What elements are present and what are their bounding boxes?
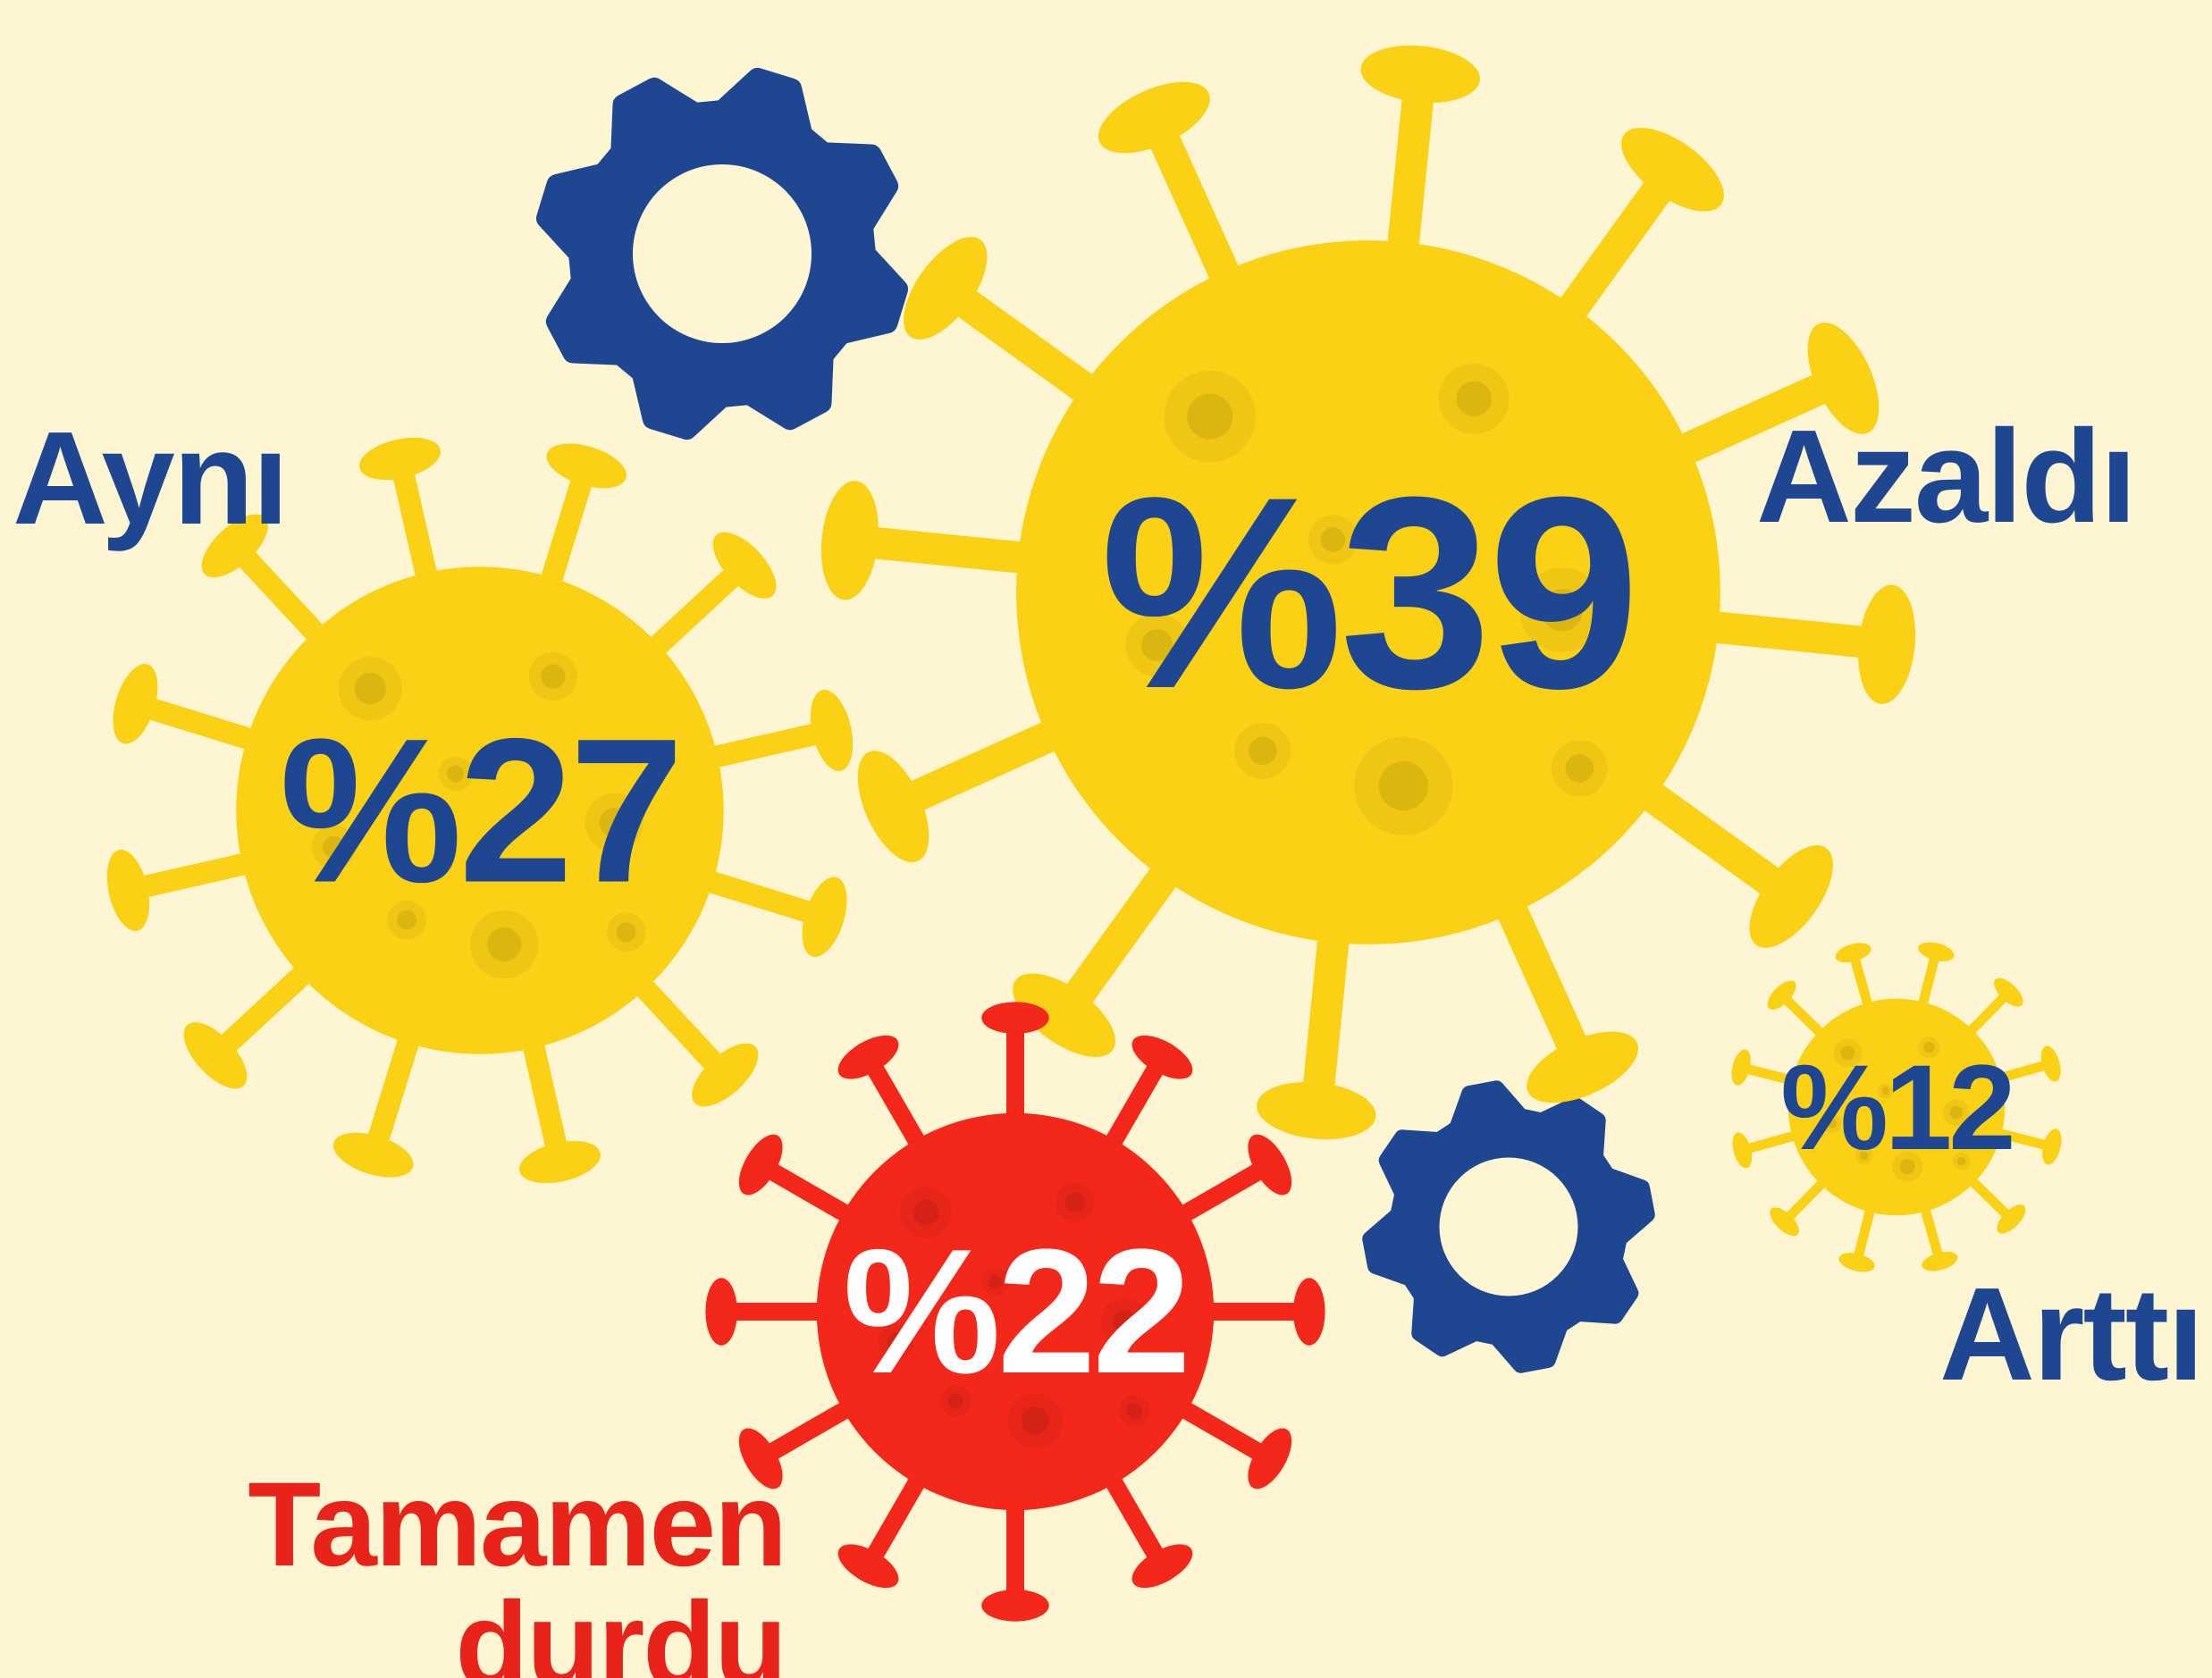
virus-knob bbox=[981, 1590, 1049, 1622]
virus-knob bbox=[831, 1536, 905, 1598]
category-label: Azaldı bbox=[1756, 411, 2135, 543]
virus-spot bbox=[1022, 1407, 1049, 1435]
virus-knob bbox=[730, 1128, 792, 1202]
virus-knob bbox=[705, 1278, 737, 1346]
virus-knob bbox=[1254, 1077, 1379, 1145]
virus: %12 bbox=[1728, 939, 2065, 1276]
virus-spot bbox=[1065, 1193, 1085, 1212]
virus: %39 bbox=[816, 40, 1921, 1145]
category-label: Tamamen durdu bbox=[160, 1465, 786, 1678]
virus-spot bbox=[1187, 393, 1232, 439]
category-label: Aynı bbox=[13, 413, 287, 545]
virus-knob bbox=[1240, 1422, 1301, 1496]
gear-hole bbox=[633, 164, 812, 343]
gear-hole bbox=[1440, 1158, 1578, 1296]
value-label: %22 bbox=[843, 1212, 1187, 1411]
virus-knob bbox=[1853, 582, 1921, 707]
virus-spot bbox=[541, 664, 565, 688]
infographic: %39 %27 %22 %12 Azaldı Aynı Tamamen durdu Artt… bbox=[0, 0, 2212, 1678]
virus-knob bbox=[1358, 40, 1483, 108]
virus-knob bbox=[1240, 1128, 1301, 1202]
value-label: %12 bbox=[1780, 1039, 2012, 1175]
virus-knob bbox=[1293, 1278, 1325, 1346]
virus-knob bbox=[803, 685, 860, 775]
virus-knob bbox=[816, 478, 884, 603]
virus-knob bbox=[831, 1027, 905, 1088]
value-label: %39 bbox=[1100, 440, 1636, 745]
virus-spot bbox=[617, 922, 636, 942]
virus-knob bbox=[981, 1002, 1049, 1034]
virus-knob bbox=[1125, 1536, 1199, 1598]
gear bbox=[547, 79, 897, 429]
virus-knob bbox=[100, 845, 156, 935]
virus-spot bbox=[1379, 761, 1428, 810]
virus: %22 bbox=[705, 1002, 1325, 1621]
virus-spot bbox=[1456, 382, 1491, 416]
virus-knob bbox=[355, 431, 444, 487]
virus-knob bbox=[1125, 1027, 1199, 1088]
virus-knob bbox=[515, 1134, 604, 1190]
value-label: %27 bbox=[280, 696, 681, 926]
virus-spot bbox=[1566, 754, 1594, 783]
virus-spot bbox=[487, 927, 521, 961]
category-label: Arttı bbox=[1939, 1269, 2202, 1401]
gear bbox=[1371, 1089, 1647, 1365]
chart: %39 %27 %22 %12 bbox=[0, 0, 2212, 1678]
